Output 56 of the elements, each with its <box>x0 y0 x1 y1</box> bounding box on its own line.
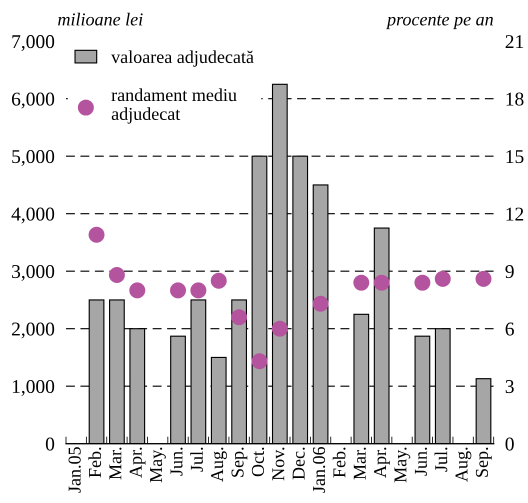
point <box>476 270 492 287</box>
y2-tick-label: 6 <box>506 322 514 336</box>
x-tick-label: May. <box>150 448 166 482</box>
point <box>190 282 206 298</box>
x-tick-label: Jun. <box>414 448 427 476</box>
x-tick-label: Feb. <box>88 448 102 478</box>
point <box>210 272 227 289</box>
y-tick-label: 7,000 <box>12 35 54 51</box>
x-tick-label: Aug. <box>456 448 472 482</box>
x-tick-label: Sep. <box>476 448 492 477</box>
x-tick-label: May. <box>394 448 410 482</box>
point <box>108 267 125 283</box>
y2-axis-title: procente pe an <box>386 15 493 30</box>
point <box>272 320 288 337</box>
x-tick-label: Oct. <box>252 448 264 476</box>
point <box>312 296 329 312</box>
x-tick-label: Mar. <box>109 448 122 480</box>
y-axis-title: milioane lei <box>58 12 143 26</box>
y2-tick-label: 12 <box>506 208 524 220</box>
y-tick-label: 4,000 <box>12 208 54 224</box>
y2-tick-label: 9 <box>505 265 514 278</box>
y2-tick-label: 18 <box>506 92 524 106</box>
y-tick-label: 2,000 <box>12 322 54 338</box>
x-tick-label: Aug. <box>211 448 227 482</box>
y2-tick-label: 15 <box>506 150 524 164</box>
point <box>129 282 146 298</box>
x-tick-label: Jan.05 <box>68 447 81 493</box>
y2-tick-label: 0 <box>506 437 514 451</box>
x-tick-label: Feb. <box>332 448 346 478</box>
x-tick-label: Jul. <box>434 448 448 472</box>
y2-tick-label: 3 <box>506 380 514 394</box>
legend-label: randament mediu adjudecat <box>112 88 237 124</box>
x-tick-label: Nov. <box>272 448 284 480</box>
y2-tick-label: 21 <box>506 35 524 48</box>
y-tick-label: 6,000 <box>12 92 54 108</box>
point <box>434 270 451 287</box>
x-tick-label: Jul. <box>190 448 203 472</box>
x-tick-label: Mar. <box>354 448 366 480</box>
x-tick-label: Apr. <box>130 448 146 478</box>
x-tick-label: Sep. <box>231 448 248 477</box>
y-tick-label: 3,000 <box>12 265 54 281</box>
x-tick-label: Dec. <box>292 448 305 480</box>
y-tick-label: 1,000 <box>12 380 54 396</box>
point <box>88 226 105 243</box>
point <box>231 309 248 326</box>
point <box>374 274 390 291</box>
x-tick-label: Jun. <box>170 448 183 476</box>
x-tick-label: Apr. <box>374 448 390 478</box>
y-tick-label: 0 <box>46 437 54 451</box>
legend-label: valoarea adjudecată <box>111 50 254 67</box>
point <box>414 274 430 291</box>
y-tick-label: 5,000 <box>12 150 54 166</box>
x-tick-label: Jan.06 <box>312 446 326 493</box>
point <box>170 282 186 298</box>
point <box>251 353 268 370</box>
point <box>353 274 370 291</box>
